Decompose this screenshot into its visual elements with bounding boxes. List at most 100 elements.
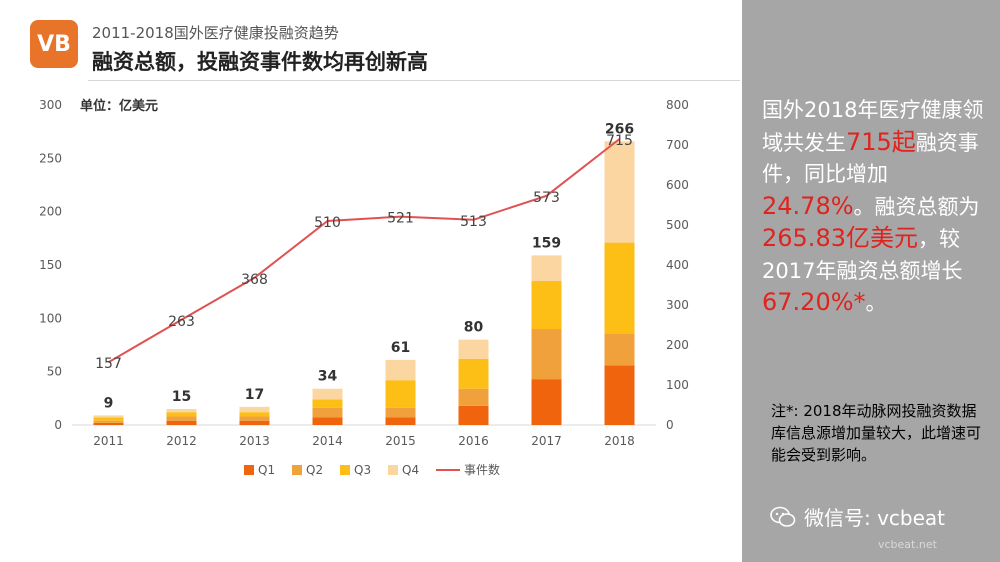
- event-count-line: [107, 138, 621, 364]
- summary-highlight-rate: 67.20%*: [762, 288, 866, 316]
- bar-segment-q3: [385, 380, 416, 408]
- y-left-tick-label: 300: [39, 98, 62, 112]
- x-tick-label: 2015: [385, 434, 416, 448]
- bar-total-label: 159: [532, 235, 561, 251]
- bar-segment-q2: [458, 388, 489, 406]
- bar-segment-q1: [312, 417, 343, 425]
- legend-swatch-q4: [388, 465, 398, 475]
- bar-segment-q1: [604, 365, 635, 425]
- bar-segment-q3: [239, 412, 270, 417]
- y-right-tick-label: 500: [666, 218, 689, 232]
- y-left-tick-label: 200: [39, 205, 62, 219]
- event-count-label: 157: [95, 356, 122, 372]
- bar-segment-q1: [385, 417, 416, 425]
- summary-highlight-growth: 24.78%: [762, 191, 854, 220]
- bar-segment-q4: [458, 339, 489, 359]
- y-left-tick-label: 50: [47, 365, 62, 379]
- bar-segment-q4: [312, 388, 343, 400]
- bar-segment-q1: [531, 379, 562, 425]
- event-count-label: 368: [241, 272, 268, 288]
- summary-text-3: 。融资总额为: [853, 194, 980, 219]
- y-left-tick-label: 250: [39, 151, 62, 165]
- bar-segment-q2: [604, 333, 635, 366]
- x-tick-label: 2016: [458, 434, 489, 448]
- chart-subtitle: 2011-2018国外医疗健康投融资趋势: [92, 24, 339, 42]
- bar-segment-q2: [166, 416, 197, 421]
- bar-segment-q4: [93, 415, 124, 418]
- y-right-tick-label: 800: [666, 98, 689, 112]
- bar-segment-q2: [531, 329, 562, 380]
- stacked-bar-line-chart: 0 50 100 150 200 250 300 0 100 200 300 400 500 600 700…: [39, 98, 689, 477]
- legend-swatch-q2: [292, 465, 302, 475]
- event-count-label: 715: [606, 133, 633, 149]
- y-right-tick-label: 200: [666, 338, 689, 352]
- x-tick-label: 2011: [93, 434, 124, 448]
- watermark-site: vcbeat.net: [878, 538, 937, 551]
- bar-total-label: 9: [104, 395, 114, 411]
- event-count-label: 263: [168, 314, 195, 330]
- bar-segment-q2: [385, 407, 416, 418]
- event-count-label: 513: [460, 214, 487, 230]
- bar-segment-q3: [604, 242, 635, 334]
- bar-segment-q1: [458, 405, 489, 425]
- y-left-tick-label: 100: [39, 311, 62, 325]
- bar-segment-q3: [531, 281, 562, 329]
- vb-logo: VB: [30, 20, 78, 68]
- y-right-tick-label: 0: [666, 418, 674, 432]
- bar-segment-q4: [166, 409, 197, 413]
- y-right-tick-label: 600: [666, 178, 689, 192]
- bar-total-label: 80: [464, 320, 484, 336]
- side-summary: 国外2018年医疗健康领域共发生715起融资事件，同比增加 24.78%。融资总额…: [762, 95, 984, 320]
- event-count-label: 573: [533, 190, 560, 206]
- bar-segment-q4: [604, 141, 635, 243]
- y-right-tick-label: 700: [666, 138, 689, 152]
- summary-text-5: 。: [865, 291, 887, 315]
- bar-segment-q3: [93, 417, 124, 421]
- x-tick-label: 2013: [239, 434, 270, 448]
- bar-segment-q1: [166, 420, 197, 425]
- bar-segment-q2: [239, 416, 270, 421]
- x-tick-label: 2018: [604, 434, 635, 448]
- bar-segment-q3: [312, 399, 343, 408]
- wechat-icon: [770, 506, 796, 527]
- bar-segment-q3: [166, 412, 197, 417]
- x-tick-label: 2017: [531, 434, 562, 448]
- summary-text-4: ，较2017年融资总额增长: [762, 227, 963, 283]
- bar-total-label: 34: [318, 369, 338, 385]
- summary-text-2: 融资事件，同比增加: [762, 130, 979, 187]
- bar-segment-q2: [312, 407, 343, 418]
- y-right-tick-label: 400: [666, 258, 689, 272]
- summary-text-1: 国外2018年医疗健康领域共发生: [762, 98, 984, 155]
- legend-label-q3: Q3: [354, 463, 371, 477]
- legend-label-line: 事件数: [464, 462, 500, 477]
- bar-total-label: 15: [172, 389, 191, 405]
- bar-segment-q1: [93, 422, 124, 425]
- legend-swatch-q1: [244, 465, 254, 475]
- summary-highlight-events: 715起: [846, 127, 916, 156]
- watermark-text: 微信号: vcbeat: [804, 506, 946, 530]
- bar-segment-q4: [385, 359, 416, 381]
- bar-segment-q2: [93, 420, 124, 423]
- bar-total-label: 266: [605, 121, 634, 137]
- legend-label-q4: Q4: [402, 463, 419, 477]
- bar-segment-q4: [239, 406, 270, 413]
- y-left-tick-label: 0: [54, 418, 62, 432]
- legend-label-q2: Q2: [306, 463, 323, 477]
- legend-swatch-q3: [340, 465, 350, 475]
- y-left-tick-label: 150: [39, 258, 62, 272]
- y-right-tick-label: 300: [666, 298, 689, 312]
- unit-label: 单位：亿美元: [80, 98, 158, 114]
- bar-segment-q3: [458, 358, 489, 389]
- bar-segment-q4: [531, 255, 562, 281]
- bar-total-label: 61: [391, 340, 410, 356]
- chart-title: 融资总额，投融资事件数均再创新高: [92, 50, 428, 74]
- summary-highlight-total: 265.83亿美元: [762, 224, 918, 252]
- y-right-tick-label: 100: [666, 378, 689, 392]
- wechat-watermark: 微信号: vcbeat: [770, 502, 945, 531]
- title-divider: [88, 80, 740, 81]
- x-tick-label: 2012: [166, 434, 197, 448]
- side-panel: [742, 0, 1000, 562]
- bar-total-label: 17: [245, 387, 264, 403]
- bar-segment-q1: [239, 420, 270, 425]
- event-count-label: 521: [387, 211, 414, 227]
